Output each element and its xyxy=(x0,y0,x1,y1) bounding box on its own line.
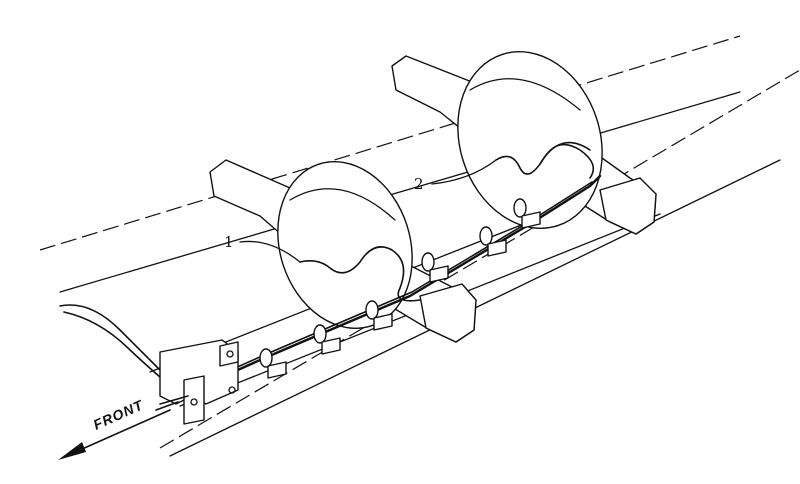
rear-axle-assembly xyxy=(391,51,657,235)
callout-1-label: 1 xyxy=(224,233,234,251)
front-axle-assembly xyxy=(209,159,477,343)
callout-1: 1 xyxy=(224,233,301,263)
harness-clips xyxy=(259,198,541,379)
front-direction-indicator: FRONT xyxy=(58,396,171,460)
clip xyxy=(479,226,507,257)
clip xyxy=(259,348,287,379)
junction-bracket xyxy=(155,339,239,425)
callout-2: 2 xyxy=(414,159,497,193)
clip xyxy=(365,300,393,331)
clip xyxy=(421,252,449,283)
front-label: FRONT xyxy=(91,396,147,432)
clip xyxy=(313,324,341,355)
callout-2-label: 2 xyxy=(414,175,424,193)
clip xyxy=(513,198,541,229)
arrowhead-icon xyxy=(58,442,86,460)
brake-wire-loops xyxy=(299,141,595,302)
